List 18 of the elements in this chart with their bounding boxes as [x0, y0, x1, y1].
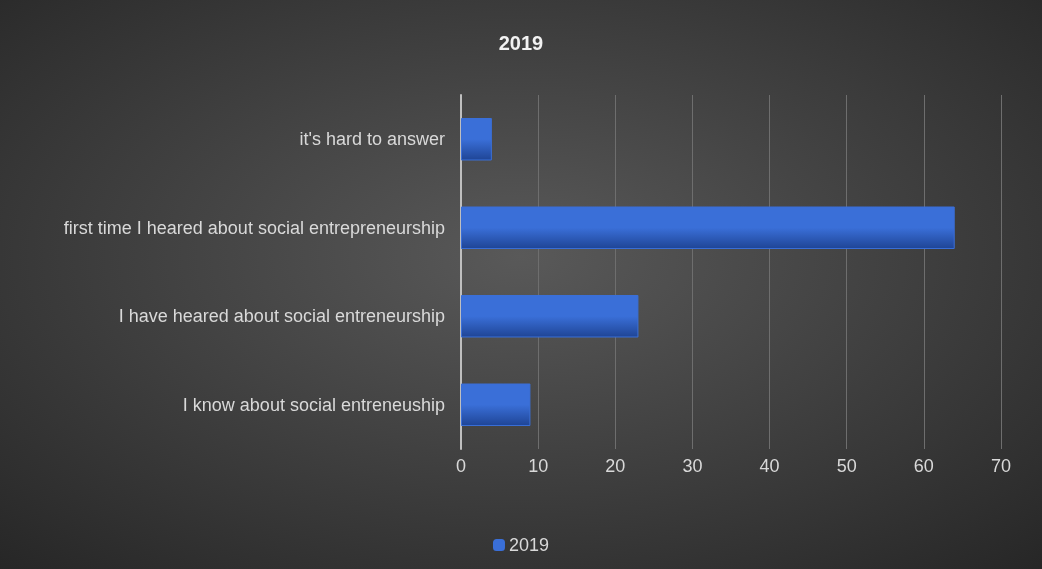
x-tick-label: 60 — [913, 456, 934, 476]
bar — [461, 206, 955, 249]
x-tick-label: 0 — [455, 456, 467, 476]
y-tick-label: I know about social entreneuship — [182, 394, 445, 415]
legend-label: 2019 — [508, 535, 550, 555]
x-tick-label: 20 — [605, 456, 626, 476]
x-tick-label: 70 — [990, 456, 1012, 476]
x-tick-label: 30 — [682, 456, 703, 476]
y-tick-label: first time I heared about social entrepreneurship — [63, 217, 445, 238]
x-tick-label: 40 — [759, 456, 780, 476]
bar — [461, 118, 492, 161]
bar — [461, 383, 531, 426]
y-tick-label: I have heared about social entreneurship — [118, 306, 445, 327]
chart-title: 2019 — [498, 32, 544, 54]
bar — [461, 295, 639, 338]
x-tick-label: 10 — [528, 456, 549, 476]
x-tick-label: 50 — [836, 456, 857, 476]
y-tick-label: it's hard to answer — [299, 129, 445, 150]
